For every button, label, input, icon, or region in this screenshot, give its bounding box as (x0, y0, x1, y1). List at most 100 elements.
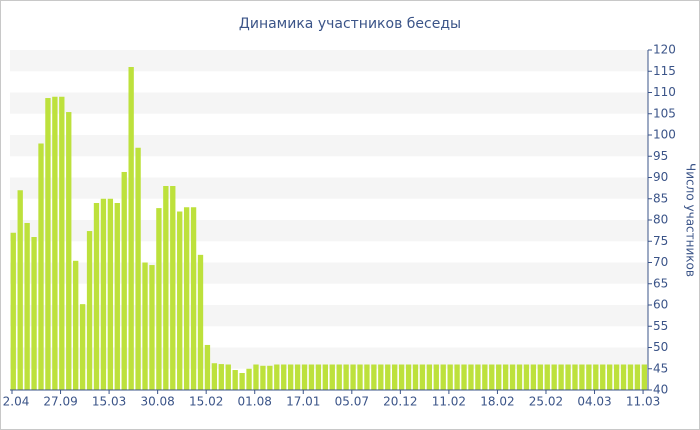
bar (59, 96, 65, 390)
bar (551, 364, 557, 390)
bar (135, 147, 141, 390)
bar (461, 364, 467, 390)
bar (121, 171, 127, 390)
bar (281, 364, 287, 390)
bar (378, 364, 384, 390)
bar (294, 364, 301, 390)
x-tick-label: 05.07 (335, 395, 369, 409)
bar (641, 364, 647, 390)
y-tick-label: 65 (653, 276, 668, 290)
bar (475, 364, 481, 390)
y-tick-label: 45 (653, 361, 668, 375)
x-tick-label: 15.02 (189, 395, 223, 409)
grid-band (10, 305, 648, 327)
bar (93, 203, 100, 390)
bar (260, 365, 266, 390)
bar (218, 364, 224, 390)
bar (73, 260, 79, 390)
bar (170, 186, 176, 390)
grid-band (10, 50, 648, 72)
bar (232, 370, 238, 390)
bar (177, 211, 183, 390)
bar (86, 231, 93, 390)
bar (357, 364, 363, 390)
bar (593, 364, 599, 390)
bar (482, 364, 488, 390)
bar (572, 364, 578, 390)
bar (163, 186, 169, 390)
y-tick-label: 70 (653, 255, 668, 269)
bar (190, 207, 197, 390)
x-tick-label: 17.01 (286, 395, 320, 409)
grid-band (10, 92, 648, 114)
y-tick-label: 55 (653, 319, 668, 333)
y-tick-label: 105 (653, 106, 676, 120)
bar (31, 237, 37, 390)
bar (371, 364, 377, 390)
bar (350, 364, 356, 390)
bar (419, 364, 426, 390)
bar (586, 364, 592, 390)
y-tick-label: 95 (653, 149, 668, 163)
bar (516, 364, 523, 390)
bar (579, 364, 585, 390)
bar (211, 363, 218, 390)
bar (558, 364, 564, 390)
bar (142, 262, 148, 390)
bar (114, 203, 120, 390)
bar (613, 364, 620, 390)
bar (107, 198, 114, 390)
bar (24, 222, 30, 390)
bar (343, 364, 349, 390)
bar (537, 364, 543, 390)
bar (502, 364, 509, 390)
bar (634, 364, 641, 390)
grid-band (10, 262, 648, 284)
y-tick-label: 100 (653, 128, 676, 142)
bar (322, 364, 328, 390)
bar (52, 96, 58, 390)
y-axis-title: Число участников (684, 163, 698, 277)
bar (433, 364, 439, 390)
grid-band (10, 347, 648, 369)
bar (267, 365, 273, 390)
bar (301, 364, 308, 390)
bar (253, 364, 259, 390)
bar (523, 364, 530, 390)
bar (336, 364, 342, 390)
bar (454, 364, 460, 390)
bar (606, 364, 613, 390)
bar (38, 143, 44, 390)
bar (100, 198, 107, 390)
bar (426, 364, 433, 390)
bar (149, 265, 155, 390)
bar (128, 67, 134, 390)
x-tick-label: 18.02 (480, 395, 514, 409)
bar (17, 190, 23, 390)
x-tick-label: 27.09 (43, 395, 77, 409)
y-tick-label: 60 (653, 298, 668, 312)
bar (392, 364, 398, 390)
bar (329, 364, 335, 390)
chart-title: Динамика участников беседы (239, 16, 461, 32)
y-tick-label: 85 (653, 191, 668, 205)
bar (197, 254, 204, 390)
bar (315, 364, 322, 390)
bar (440, 364, 446, 390)
bar (627, 364, 634, 390)
x-tick-label: 20.12 (383, 395, 417, 409)
bar (447, 364, 453, 390)
bar (10, 232, 16, 390)
x-tick-label: 04.03 (577, 395, 611, 409)
y-tick-label: 115 (653, 64, 676, 78)
x-tick-label: 15.03 (92, 395, 126, 409)
bar (489, 364, 495, 390)
y-tick-label: 80 (653, 213, 668, 227)
bar (308, 364, 315, 390)
bar (156, 208, 162, 390)
y-tick-label: 50 (653, 340, 668, 354)
y-tick-label: 120 (653, 43, 676, 57)
bar (398, 364, 405, 390)
bar (287, 364, 294, 390)
